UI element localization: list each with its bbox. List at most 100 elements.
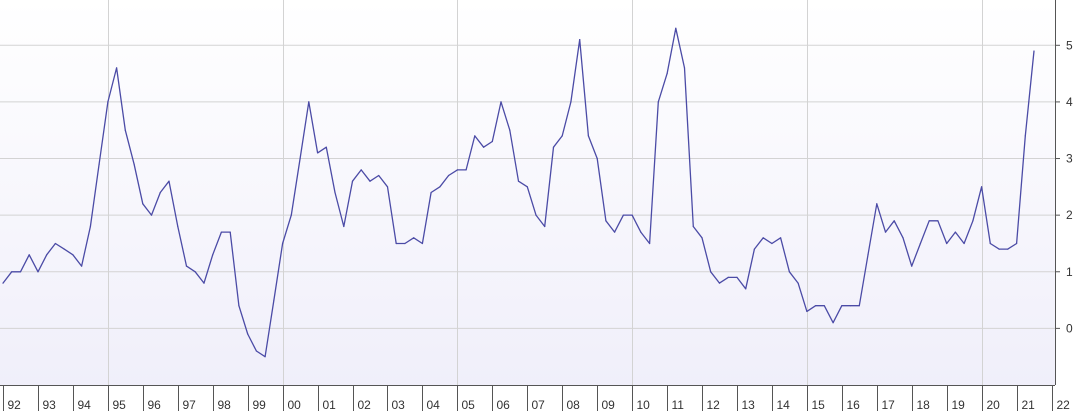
data-point [989,242,991,245]
data-point [11,271,13,273]
data-point [159,191,161,194]
data-point [290,214,292,216]
data-point [203,282,205,284]
data-point [413,237,415,239]
data-point [238,305,240,307]
data-point [491,140,493,143]
data-point [395,242,397,245]
data-point [884,231,887,233]
plot-background [0,0,1055,385]
data-point [526,186,528,188]
x-tick-label: 16 [847,398,861,412]
data-point [430,191,432,194]
data-point [849,305,852,307]
data-point [701,237,703,239]
y-tick-label: 4 [1066,95,1073,109]
data-point [465,169,467,171]
x-tick-label: 92 [8,398,22,412]
data-point [212,254,214,256]
data-point [229,231,231,233]
data-point [928,220,930,222]
data-point [474,135,476,137]
data-point [727,276,729,278]
x-tick-label: 00 [288,398,302,412]
series-group [2,27,1035,358]
data-point [142,203,144,205]
data-point [54,242,57,245]
data-point [28,254,30,256]
data-point [535,214,537,216]
data-point [439,186,441,188]
x-tick-label: 02 [358,398,372,412]
x-tick-label: 21 [1022,398,1036,412]
x-tick-label: 98 [218,398,232,412]
data-point [753,248,756,250]
data-point [893,220,895,222]
x-tick-label: 04 [427,398,441,412]
data-point [666,73,668,75]
x-tick-label: 96 [148,398,162,412]
y-axis-ticks: 0 1 2 3 4 5 [1055,38,1073,335]
data-point [911,265,913,267]
data-point [605,220,607,222]
data-point [841,305,843,307]
data-point [963,242,965,245]
data-point [683,67,686,69]
data-point [133,163,135,165]
x-tick-label: 12 [707,398,721,412]
y-tick-label: 0 [1066,321,1073,335]
data-point [116,67,118,69]
data-point [360,169,362,171]
data-point [596,157,598,160]
data-point [386,186,389,188]
data-point [876,203,878,205]
y-tick-label: 3 [1066,152,1073,166]
data-point [806,310,808,312]
data-point [177,225,179,228]
data-point [1024,135,1026,137]
x-tick-label: 15 [812,398,826,412]
data-point [483,146,485,148]
data-point [771,242,773,245]
data-point [867,254,869,256]
data-point [675,27,677,29]
data-point [631,214,633,216]
data-point [378,174,380,177]
x-tick-label: 93 [43,398,57,412]
x-tick-label: 08 [567,398,581,412]
x-tick-label: 18 [917,398,931,412]
data-point [456,169,458,171]
data-point [954,231,957,233]
y-tick-label: 1 [1066,265,1073,279]
x-tick-label: 20 [987,398,1001,412]
data-point [657,101,659,103]
data-point [72,254,74,256]
data-point [517,180,520,182]
data-point [325,146,327,148]
data-point [404,242,406,245]
x-tick-label: 17 [882,398,896,412]
data-point [1033,50,1035,52]
x-tick-label: 13 [742,398,756,412]
data-point [1007,248,1009,250]
data-point [343,225,345,228]
x-tick-label: 19 [952,398,966,412]
data-point [150,214,153,216]
data-point [902,237,904,239]
data-point [194,271,196,273]
data-point [334,191,336,194]
data-point [19,271,22,273]
data-point [282,242,284,245]
data-point [622,214,625,216]
y-tick-label: 5 [1066,38,1073,52]
x-tick-label: 07 [532,398,546,412]
data-point [544,225,546,228]
data-point [797,282,799,284]
x-tick-label: 14 [777,398,791,412]
data-point [780,237,782,239]
data-point [46,254,48,256]
data-point [2,282,4,284]
x-tick-label: 01 [323,398,337,412]
y-tick-label: 2 [1066,208,1073,222]
